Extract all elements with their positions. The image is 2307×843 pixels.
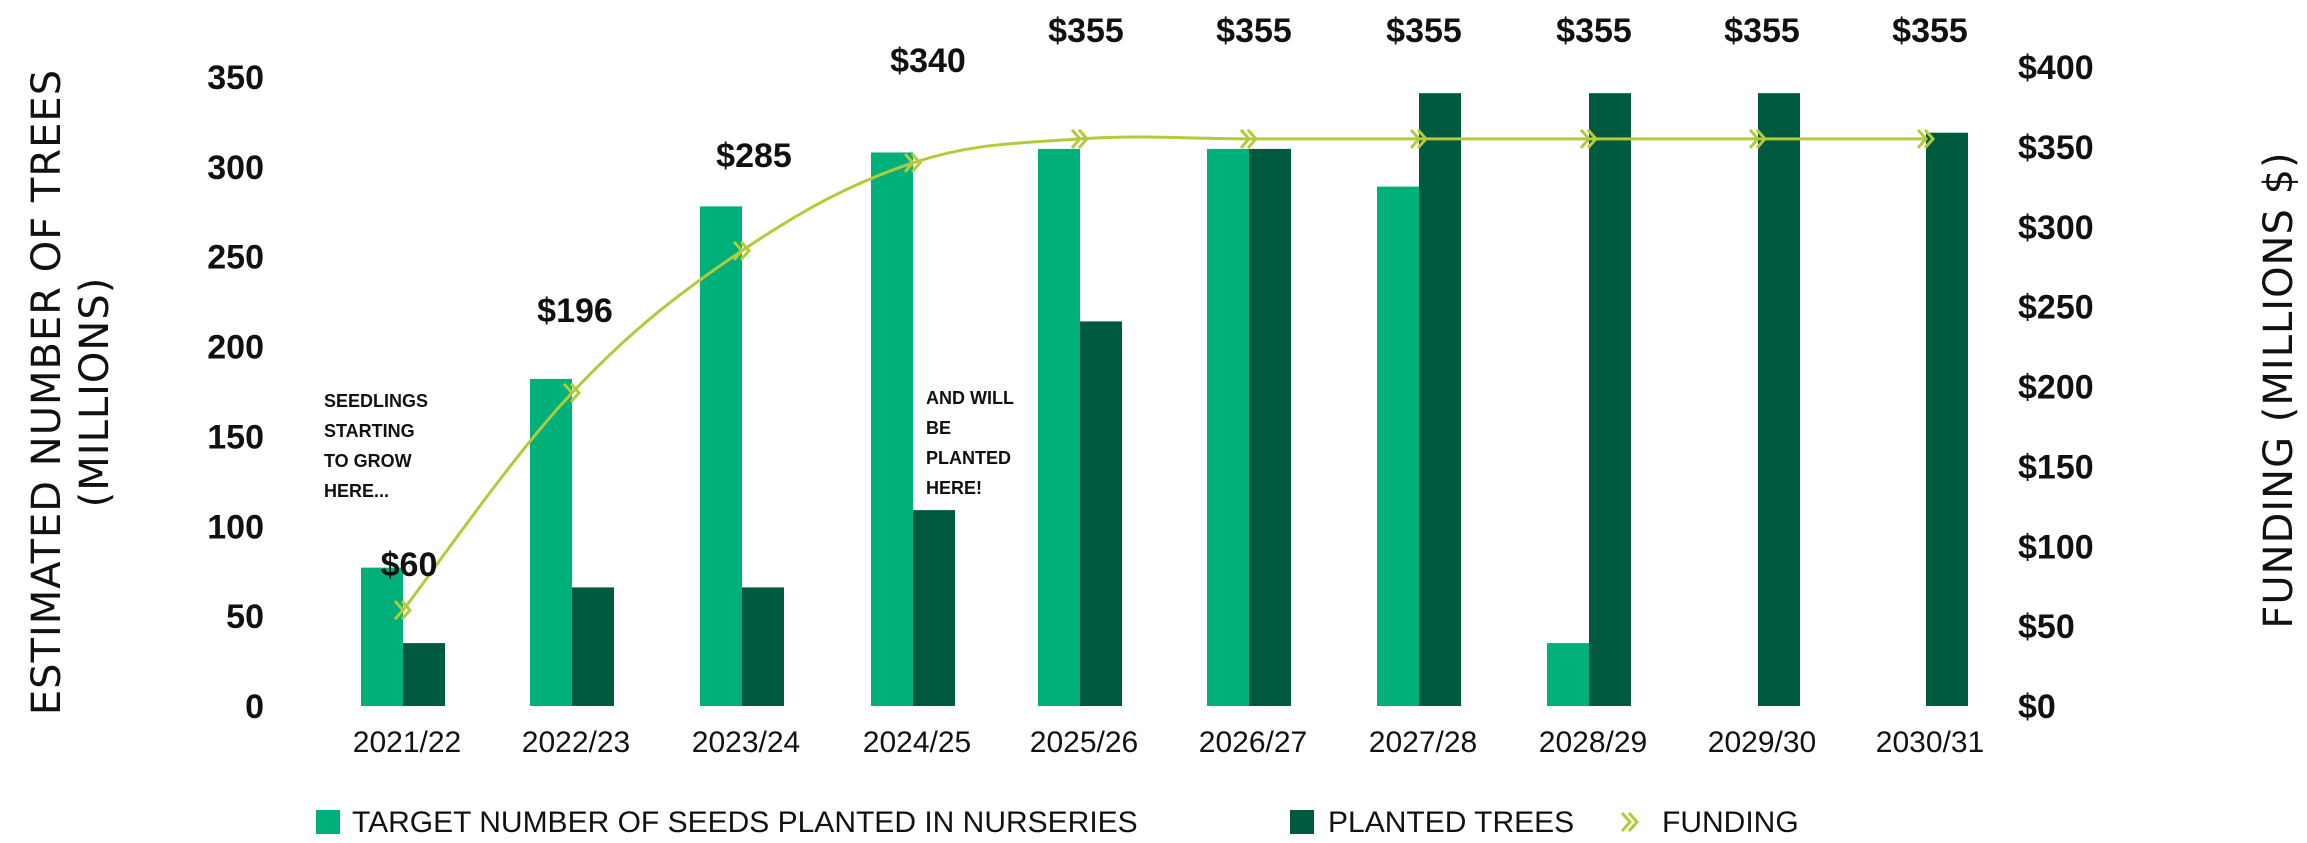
bar-target-seeds-2025/26 xyxy=(1038,148,1080,706)
x-tick-label-2021/22: 2021/22 xyxy=(353,726,461,759)
bar-target-seeds-2028/29 xyxy=(1547,643,1589,706)
bar-planted-trees-2026/27 xyxy=(1249,148,1291,706)
x-tick-label-2022/23: 2022/23 xyxy=(522,726,630,759)
x-tick-label-2028/29: 2028/29 xyxy=(1539,726,1647,759)
legend-swatch-planted-trees xyxy=(1290,810,1314,834)
y-right-tick-label: $100 xyxy=(2018,528,2094,566)
y-right-tick-label: $400 xyxy=(2018,49,2094,87)
legend-label-target-seeds: TARGET NUMBER OF SEEDS PLANTED IN NURSER… xyxy=(352,806,1138,838)
y-left-tick-label: 200 xyxy=(207,329,264,367)
funding-value-label-2027/28: $355 xyxy=(1386,12,1462,50)
legend-label-planted-trees: PLANTED TREES xyxy=(1328,806,1574,838)
funding-value-label-2028/29: $355 xyxy=(1556,12,1632,50)
funding-value-label-2022/23: $196 xyxy=(537,292,613,330)
bar-target-seeds-2021/22 xyxy=(361,567,403,706)
x-tick-label-2025/26: 2025/26 xyxy=(1030,726,1138,759)
annotation-2-line-2: BE xyxy=(926,418,951,438)
funding-value-label-2030/31: $355 xyxy=(1892,12,1968,50)
y-left-tick-label: 0 xyxy=(245,688,264,726)
annotation-1-line-4: HERE... xyxy=(324,481,389,501)
y-right-tick-label: $350 xyxy=(2018,129,2094,167)
funding-value-label-2026/27: $355 xyxy=(1216,12,1292,50)
funding-marker-2030/31 xyxy=(1916,128,1936,149)
funding-value-label-2029/30: $355 xyxy=(1724,12,1800,50)
annotation-1-line-1: SEEDLINGS xyxy=(324,391,428,411)
y-left-tick-label: 100 xyxy=(207,508,264,546)
bar-planted-trees-2024/25 xyxy=(913,510,955,706)
legend-marker-funding xyxy=(1620,812,1640,832)
funding-marker-2022/23 xyxy=(562,382,582,403)
y-right-tick-label: $0 xyxy=(2018,688,2056,726)
funding-line xyxy=(401,135,1926,612)
funding-marker-2027/28 xyxy=(1409,128,1429,149)
annotation-1-line-3: TO GROW xyxy=(324,451,412,471)
funding-marker-2029/30 xyxy=(1748,128,1768,149)
bar-planted-trees-2025/26 xyxy=(1080,321,1122,706)
annotation-1-line-2: STARTING xyxy=(324,421,415,441)
y-right-tick-label: $150 xyxy=(2018,448,2094,486)
annotation-2-line-1: AND WILL xyxy=(926,388,1014,408)
y-right-axis-title: FUNDING (MILLIONS $) xyxy=(2256,151,2302,628)
funding-marker-2024/25 xyxy=(903,152,923,173)
bar-planted-trees-2030/31 xyxy=(1926,132,1968,706)
annotation-2-line-3: PLANTED xyxy=(926,448,1011,468)
y-right-tick-label: $300 xyxy=(2018,209,2094,247)
x-tick-label-2023/24: 2023/24 xyxy=(692,726,800,759)
y-left-tick-label: 300 xyxy=(207,149,264,187)
bar-target-seeds-2024/25 xyxy=(871,152,913,707)
x-tick-label-2029/30: 2029/30 xyxy=(1708,726,1816,759)
y-left-tick-label: 50 xyxy=(226,598,264,636)
bar-target-seeds-2027/28 xyxy=(1377,186,1419,706)
bar-planted-trees-2027/28 xyxy=(1419,93,1461,706)
funding-marker-2028/29 xyxy=(1579,128,1599,149)
bar-target-seeds-2022/23 xyxy=(530,378,572,706)
funding-value-label-2025/26: $355 xyxy=(1048,12,1124,50)
y-left-tick-label: 150 xyxy=(207,418,264,456)
y-right-tick-label: $250 xyxy=(2018,289,2094,327)
x-tick-label-2026/27: 2026/27 xyxy=(1199,726,1307,759)
bar-planted-trees-2029/30 xyxy=(1758,93,1800,706)
y-right-tick-label: $50 xyxy=(2018,608,2075,646)
bar-planted-trees-2021/22 xyxy=(403,643,445,706)
bar-planted-trees-2028/29 xyxy=(1589,93,1631,706)
bar-planted-trees-2023/24 xyxy=(742,587,784,706)
bar-target-seeds-2023/24 xyxy=(700,206,742,706)
y-right-tick-label: $200 xyxy=(2018,369,2094,407)
funding-marker-2023/24 xyxy=(732,240,752,261)
annotation-2-line-4: HERE! xyxy=(926,478,982,498)
legend-label-funding: FUNDING xyxy=(1662,806,1799,838)
funding-value-label-2024/25: $340 xyxy=(890,42,966,80)
x-tick-label-2030/31: 2030/31 xyxy=(1876,726,1984,759)
bar-target-seeds-2026/27 xyxy=(1207,148,1249,706)
y-left-tick-label: 350 xyxy=(207,59,264,97)
funding-marker-2025/26 xyxy=(1070,128,1090,149)
funding-value-label-2023/24: $285 xyxy=(716,137,792,175)
x-tick-label-2024/25: 2024/25 xyxy=(863,726,971,759)
y-left-tick-label: 250 xyxy=(207,239,264,277)
y-left-axis-title-unit: (MILLIONS) xyxy=(72,277,118,508)
y-left-axis-title: ESTIMATED NUMBER OF TREES xyxy=(24,69,70,715)
funding-marker-2021/22 xyxy=(393,600,413,621)
x-tick-label-2027/28: 2027/28 xyxy=(1369,726,1477,759)
funding-marker-2026/27 xyxy=(1239,128,1259,149)
bar-planted-trees-2022/23 xyxy=(572,587,614,706)
funding-value-label-2021/22: $60 xyxy=(381,546,438,584)
legend-swatch-target-seeds xyxy=(316,810,340,834)
